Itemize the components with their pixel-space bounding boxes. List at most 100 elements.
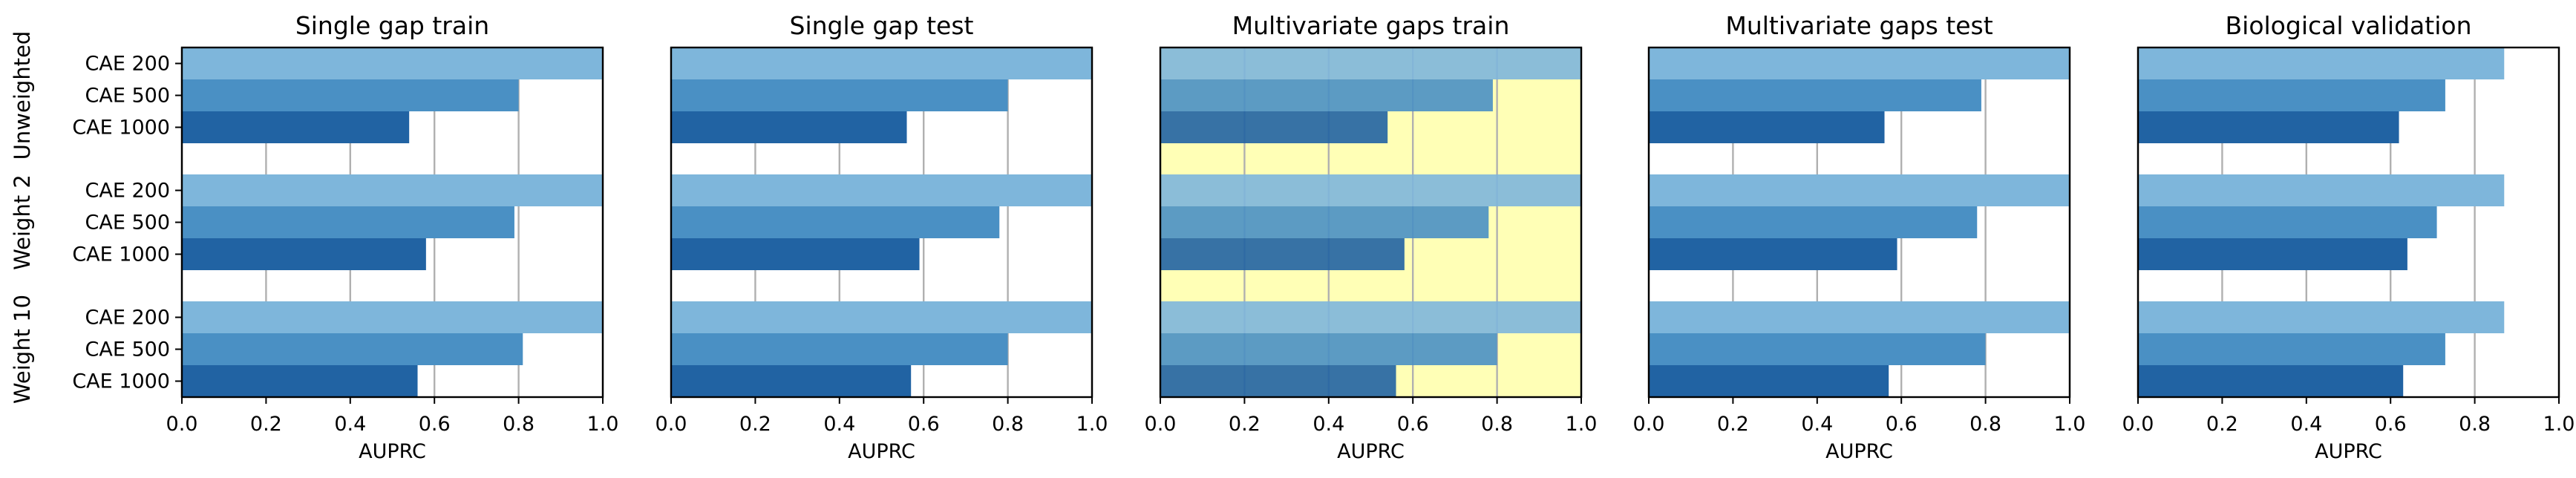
x-tick-label: 0.8 (503, 413, 535, 436)
bar-multivariate-gaps-test-weight-10-cae-500 (1649, 333, 1986, 365)
bar-single-gap-train-unweighted-cae-1000 (182, 111, 410, 143)
bar-biological-validation-weight-10-cae-1000 (2138, 365, 2404, 397)
bar-biological-validation-unweighted-cae-500 (2138, 79, 2445, 111)
y-tick-label: CAE 200 (85, 53, 171, 76)
x-tick-label: 0.6 (2375, 413, 2407, 436)
panel-frame-biological-validation (2137, 46, 2560, 399)
panel-title: Single gap test (790, 11, 974, 40)
group-label-weight-2: Weight 2 (10, 174, 35, 270)
x-tick-label: 0.2 (250, 413, 282, 436)
x-tick-label: 0.4 (334, 413, 366, 436)
bar-multivariate-gaps-test-weight-2-cae-200 (1649, 174, 2070, 206)
group-label-unweighted: Unweighted (10, 31, 35, 160)
bar-single-gap-test-weight-2-cae-500 (671, 206, 1000, 238)
bar-biological-validation-unweighted-cae-1000 (2138, 111, 2399, 143)
bar-multivariate-gaps-train-weight-2-cae-200 (1160, 174, 1581, 206)
bar-multivariate-gaps-train-unweighted-cae-500 (1160, 79, 1493, 111)
x-axis-label: AUPRC (848, 440, 915, 463)
panel-frame-multivariate-gaps-test (1647, 46, 2071, 399)
x-tick-label: 0.6 (908, 413, 940, 436)
x-tick-label: 1.0 (2543, 413, 2575, 436)
y-tick-label: CAE 1000 (72, 370, 170, 393)
x-tick-label: 0.4 (1312, 413, 1344, 436)
bar-single-gap-train-unweighted-cae-200 (182, 48, 603, 79)
bar-single-gap-test-weight-10-cae-1000 (671, 365, 912, 397)
bar-biological-validation-weight-10-cae-500 (2138, 333, 2445, 365)
bar-single-gap-test-weight-10-cae-500 (671, 333, 1008, 365)
bar-biological-validation-weight-10-cae-200 (2138, 301, 2505, 333)
bar-single-gap-train-weight-2-cae-500 (182, 206, 514, 238)
x-tick-label: 1.0 (1076, 413, 1108, 436)
group-label-weight-10: Weight 10 (10, 295, 35, 404)
x-tick-label: 0.0 (656, 413, 687, 436)
x-tick-label: 1.0 (2054, 413, 2086, 436)
x-tick-label: 0.6 (419, 413, 451, 436)
bar-single-gap-train-weight-10-cae-1000 (182, 365, 418, 397)
bar-biological-validation-unweighted-cae-200 (2138, 48, 2505, 79)
x-tick-label: 0.4 (1801, 413, 1833, 436)
bar-multivariate-gaps-train-weight-2-cae-500 (1160, 206, 1489, 238)
x-tick-label: 0.0 (166, 413, 198, 436)
x-tick-label: 0.8 (1481, 413, 1513, 436)
x-tick-label: 0.0 (2122, 413, 2154, 436)
bar-multivariate-gaps-train-weight-10-cae-200 (1160, 301, 1581, 333)
bar-single-gap-test-weight-2-cae-1000 (671, 238, 920, 270)
x-axis-label: AUPRC (359, 440, 426, 463)
panel-title: Biological validation (2226, 11, 2472, 40)
bar-multivariate-gaps-test-unweighted-cae-500 (1649, 79, 1981, 111)
panel-title: Single gap train (295, 11, 489, 40)
panel-frame-single-gap-test (670, 46, 1094, 399)
x-tick-label: 0.4 (823, 413, 855, 436)
bar-multivariate-gaps-test-weight-10-cae-200 (1649, 301, 2070, 333)
y-tick-label: CAE 500 (85, 212, 171, 235)
x-tick-label: 0.2 (2206, 413, 2238, 436)
bar-biological-validation-weight-2-cae-1000 (2138, 238, 2407, 270)
bar-single-gap-test-weight-10-cae-200 (671, 301, 1092, 333)
bar-multivariate-gaps-train-weight-2-cae-1000 (1160, 238, 1405, 270)
bar-multivariate-gaps-train-unweighted-cae-1000 (1160, 111, 1388, 143)
x-tick-label: 1.0 (587, 413, 619, 436)
bar-single-gap-test-unweighted-cae-500 (671, 79, 1008, 111)
bar-single-gap-train-weight-2-cae-200 (182, 174, 603, 206)
panel-frame-multivariate-gaps-train (1159, 46, 1583, 399)
y-tick-label: CAE 200 (85, 180, 171, 203)
y-tick-label: CAE 500 (85, 85, 171, 108)
x-tick-label: 0.6 (1886, 413, 1918, 436)
bar-single-gap-test-unweighted-cae-200 (671, 48, 1092, 79)
bar-multivariate-gaps-test-weight-10-cae-1000 (1649, 365, 1889, 397)
x-tick-label: 1.0 (1566, 413, 1598, 436)
bar-multivariate-gaps-train-weight-10-cae-500 (1160, 333, 1497, 365)
bar-single-gap-train-weight-10-cae-500 (182, 333, 523, 365)
bar-single-gap-test-weight-2-cae-200 (671, 174, 1092, 206)
bar-multivariate-gaps-test-unweighted-cae-200 (1649, 48, 2070, 79)
x-tick-label: 0.0 (1145, 413, 1177, 436)
x-tick-label: 0.2 (1717, 413, 1749, 436)
bar-single-gap-train-unweighted-cae-500 (182, 79, 519, 111)
bar-single-gap-train-weight-10-cae-200 (182, 301, 603, 333)
bar-biological-validation-weight-2-cae-500 (2138, 206, 2437, 238)
y-tick-label: CAE 200 (85, 307, 171, 330)
x-axis-label: AUPRC (2315, 440, 2382, 463)
x-axis-label: AUPRC (1825, 440, 1893, 463)
x-axis-label: AUPRC (1337, 440, 1405, 463)
bar-multivariate-gaps-test-unweighted-cae-1000 (1649, 111, 1885, 143)
y-tick-label: CAE 500 (85, 338, 171, 361)
bar-multivariate-gaps-train-unweighted-cae-200 (1160, 48, 1581, 79)
bar-multivariate-gaps-test-weight-2-cae-1000 (1649, 238, 1897, 270)
y-tick-label: CAE 1000 (72, 117, 170, 140)
x-tick-label: 0.8 (992, 413, 1024, 436)
bar-single-gap-train-weight-2-cae-1000 (182, 238, 426, 270)
x-tick-label: 0.2 (1229, 413, 1261, 436)
bar-biological-validation-weight-2-cae-200 (2138, 174, 2505, 206)
y-tick-label: CAE 1000 (72, 243, 170, 266)
x-tick-label: 0.2 (739, 413, 771, 436)
panel-title: Multivariate gaps train (1232, 11, 1510, 40)
bar-multivariate-gaps-train-weight-10-cae-1000 (1160, 365, 1396, 397)
panel-title: Multivariate gaps test (1725, 11, 1993, 40)
x-tick-label: 0.6 (1397, 413, 1429, 436)
x-tick-label: 0.0 (1633, 413, 1665, 436)
x-tick-label: 0.8 (2459, 413, 2491, 436)
bar-single-gap-test-unweighted-cae-1000 (671, 111, 907, 143)
